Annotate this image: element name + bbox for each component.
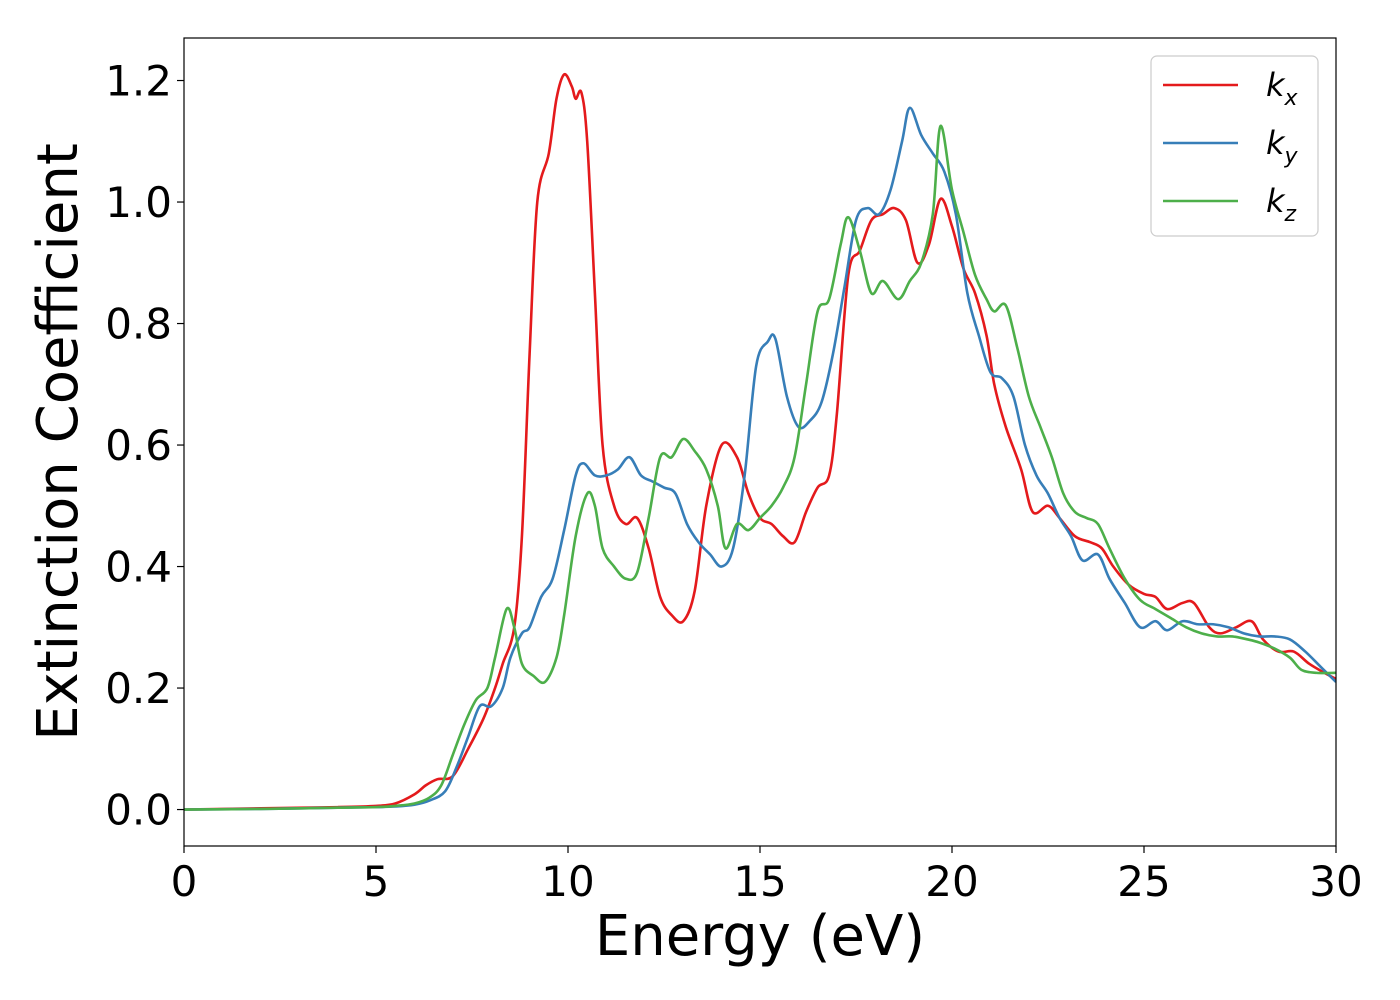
x-tick-label: 30 xyxy=(1309,857,1362,906)
legend-box xyxy=(1150,55,1319,237)
y-tick-label: 1.0 xyxy=(105,178,172,227)
series-layer xyxy=(184,72,1336,811)
x-axis-title: Energy (eV) xyxy=(595,904,925,969)
x-tick-label: 10 xyxy=(541,857,594,906)
series-line-kz xyxy=(184,124,1336,811)
y-tick-label: 0.6 xyxy=(105,421,172,470)
y-axis-title: Extinction Coefficient xyxy=(26,143,91,741)
x-tick-label: 25 xyxy=(1117,857,1170,906)
ticks-layer: 0 5 10 15 20 25 30 0.0 0.2 0.4 0.6 0.8 1.0 1.2 xyxy=(105,57,1363,906)
y-tick-label: 0.8 xyxy=(105,300,172,349)
y-tick-label: 0.4 xyxy=(105,543,172,592)
series-line-ky xyxy=(184,106,1336,811)
x-tick-label: 15 xyxy=(733,857,786,906)
x-tick-label: 0 xyxy=(171,857,198,906)
x-tick-label: 20 xyxy=(925,857,978,906)
x-tick-label: 5 xyxy=(363,857,390,906)
y-tick-label: 0.0 xyxy=(105,786,172,835)
series-line-kx xyxy=(184,72,1336,811)
y-tick-label: 0.2 xyxy=(105,664,172,713)
y-tick-label: 1.2 xyxy=(105,57,172,106)
